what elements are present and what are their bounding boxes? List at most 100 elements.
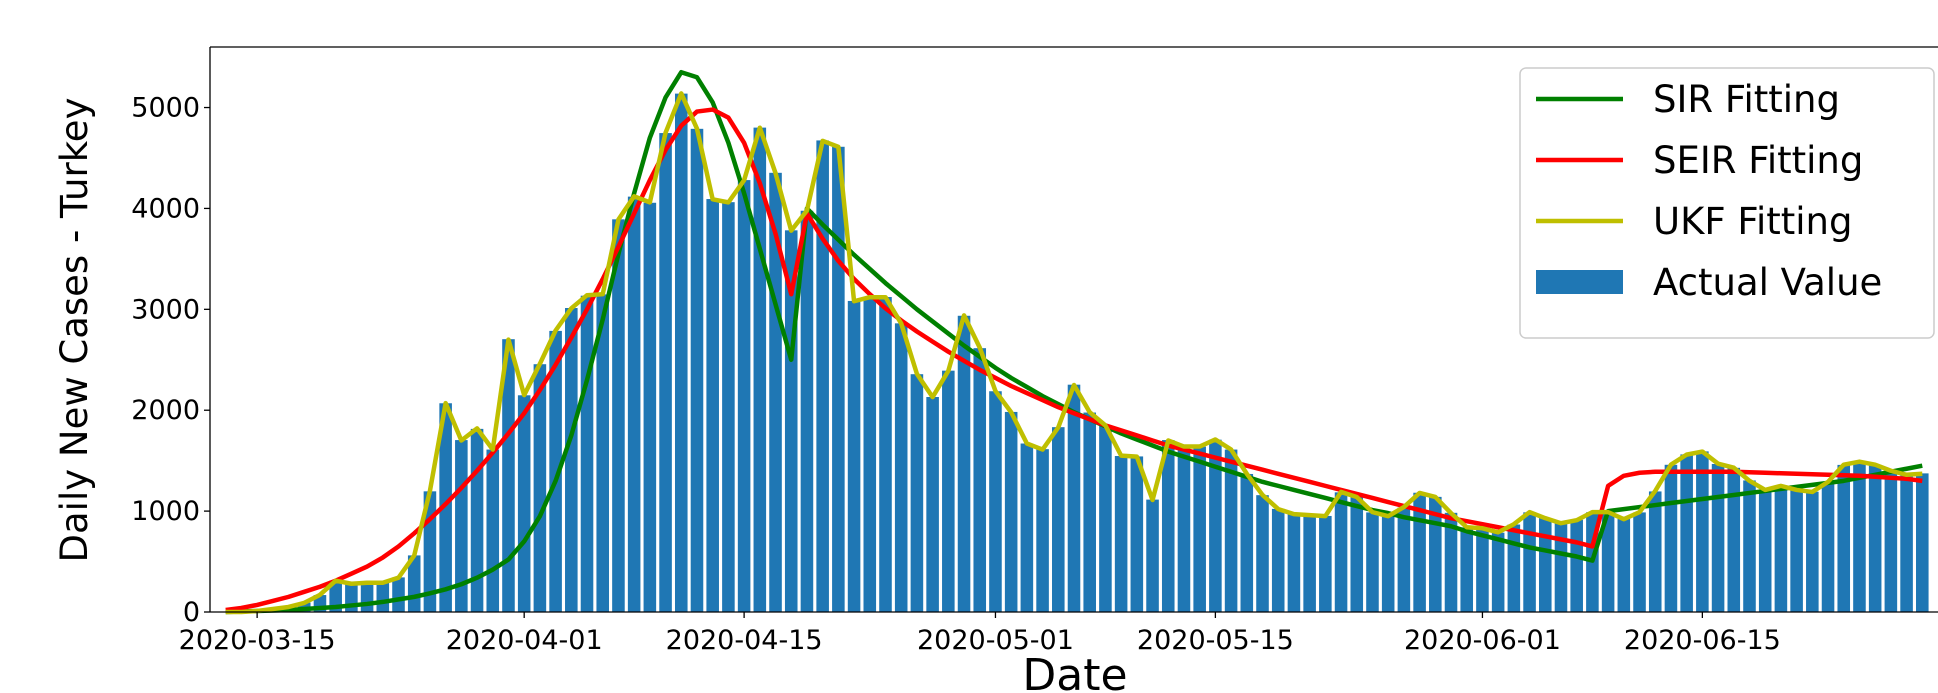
y-tick-label: 1000 xyxy=(131,496,200,527)
bar xyxy=(1193,446,1206,612)
bar xyxy=(1617,518,1631,612)
bar xyxy=(1334,492,1348,612)
legend-swatch xyxy=(1536,270,1623,294)
bar xyxy=(706,199,719,612)
bar xyxy=(1821,481,1835,612)
bar xyxy=(1633,512,1646,612)
bar xyxy=(926,396,939,612)
bar xyxy=(1680,454,1693,612)
bar xyxy=(800,210,814,613)
bar xyxy=(910,374,924,612)
bar xyxy=(1648,491,1662,612)
bar xyxy=(1664,464,1678,612)
bar xyxy=(1350,496,1364,612)
bar xyxy=(533,364,547,612)
bar xyxy=(549,330,562,612)
bar xyxy=(659,133,672,613)
bar xyxy=(1806,491,1819,612)
bar xyxy=(753,127,767,612)
bar xyxy=(957,315,971,612)
bar xyxy=(1114,456,1128,612)
bar xyxy=(1837,464,1851,612)
bar xyxy=(1774,486,1788,612)
bar xyxy=(1083,412,1096,612)
bar xyxy=(1570,519,1583,612)
bar xyxy=(1507,524,1521,612)
bar xyxy=(1240,473,1254,612)
y-tick-label: 4000 xyxy=(131,193,200,224)
bar xyxy=(1287,513,1301,612)
bar xyxy=(329,580,342,612)
bar xyxy=(1130,456,1144,612)
bar xyxy=(1271,508,1285,612)
bar xyxy=(1727,467,1741,612)
y-tick-label: 3000 xyxy=(131,294,200,325)
bar xyxy=(596,294,610,612)
bar xyxy=(439,403,452,612)
bar xyxy=(360,582,374,612)
legend: SIR Fitting SEIR Fitting UKF Fitting Actual… xyxy=(1519,67,1935,339)
y-tick-label: 0 xyxy=(183,597,200,628)
bar xyxy=(1758,489,1772,612)
bar xyxy=(942,370,955,612)
legend-label: Actual Value xyxy=(1653,261,1882,304)
bar xyxy=(1036,449,1049,612)
bar xyxy=(1209,439,1222,612)
bar xyxy=(1900,475,1913,612)
bar xyxy=(894,323,908,612)
x-tick-label: 2020-04-15 xyxy=(666,625,823,656)
bar xyxy=(737,180,751,612)
bar xyxy=(517,395,531,612)
legend-label: SEIR Fitting xyxy=(1653,139,1863,182)
bar xyxy=(989,391,1002,612)
bar xyxy=(1884,471,1898,612)
bar xyxy=(1711,463,1725,612)
bar xyxy=(580,295,594,612)
bar xyxy=(1460,527,1474,612)
x-tick-label: 2020-04-01 xyxy=(446,625,603,656)
fit-line xyxy=(225,91,1923,615)
bar xyxy=(1161,440,1175,612)
legend-box xyxy=(1519,67,1935,339)
bar xyxy=(1743,480,1756,612)
bar xyxy=(1052,427,1065,612)
bar xyxy=(1146,499,1159,612)
bar xyxy=(1868,464,1882,612)
bar xyxy=(1099,425,1112,612)
bar xyxy=(1696,451,1709,612)
bar xyxy=(1916,473,1929,612)
bar xyxy=(1538,518,1552,612)
bar xyxy=(816,140,829,612)
bar xyxy=(847,300,861,612)
bar xyxy=(612,219,625,612)
bar xyxy=(674,93,688,613)
legend-label: SIR Fitting xyxy=(1653,78,1840,121)
y-tick-label: 2000 xyxy=(131,395,200,426)
bar xyxy=(643,202,657,612)
legend-label: UKF Fitting xyxy=(1653,200,1853,243)
y-axis-label: Daily New Cases - Turkey xyxy=(53,98,96,563)
bar xyxy=(973,348,987,612)
bar xyxy=(1177,447,1191,612)
bar xyxy=(1790,489,1803,612)
bar xyxy=(1303,515,1316,612)
bar xyxy=(1067,384,1081,612)
bar xyxy=(1601,511,1615,612)
x-tick-label: 2020-03-15 xyxy=(179,625,336,656)
bar xyxy=(392,577,405,612)
bar xyxy=(486,449,500,612)
bar xyxy=(690,128,704,613)
bar xyxy=(1491,532,1505,612)
y-tick-label: 5000 xyxy=(131,93,200,124)
x-tick-label: 2020-05-15 xyxy=(1137,625,1294,656)
bar xyxy=(1224,449,1238,612)
bar xyxy=(1381,516,1395,612)
bar xyxy=(1004,411,1018,612)
x-tick-label: 2020-06-15 xyxy=(1624,625,1781,656)
x-axis-label: Date xyxy=(1022,650,1127,693)
fit-line xyxy=(225,107,1923,613)
bar xyxy=(722,202,735,612)
bar xyxy=(1020,443,1034,612)
bar xyxy=(769,172,782,612)
